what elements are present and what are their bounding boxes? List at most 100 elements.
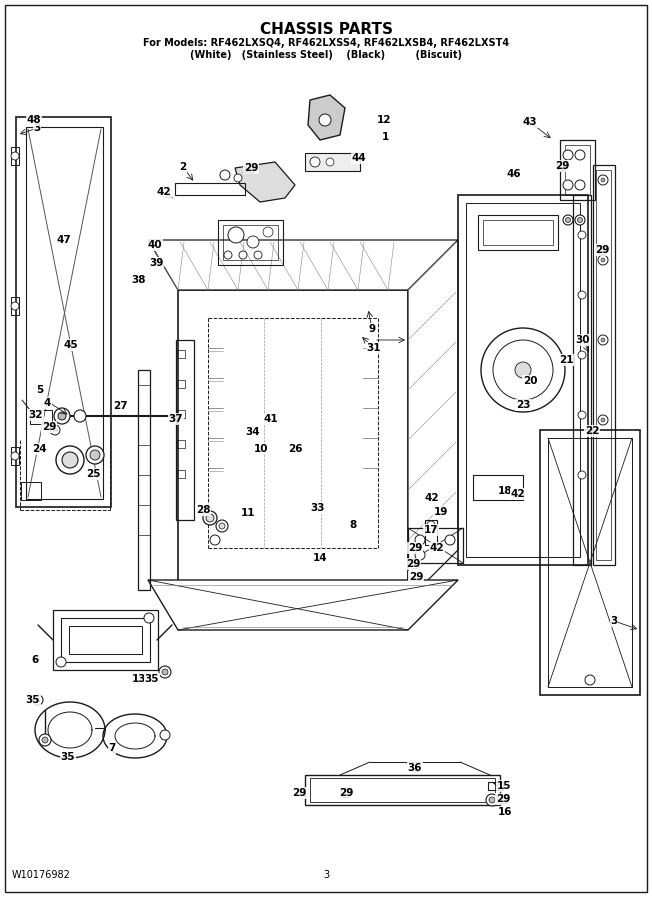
Text: 8: 8 <box>349 520 357 530</box>
Polygon shape <box>235 162 295 202</box>
Text: 21: 21 <box>559 355 573 365</box>
Circle shape <box>601 178 605 182</box>
Circle shape <box>219 523 225 529</box>
Bar <box>26 127 103 499</box>
Circle shape <box>248 166 254 170</box>
Circle shape <box>598 175 608 185</box>
Text: 33: 33 <box>311 503 325 513</box>
Text: 25: 25 <box>86 469 100 479</box>
Text: 42: 42 <box>424 493 439 503</box>
Bar <box>488 782 503 790</box>
Circle shape <box>578 471 586 479</box>
Circle shape <box>597 245 607 255</box>
Circle shape <box>578 351 586 359</box>
Circle shape <box>575 215 585 225</box>
Text: 30: 30 <box>576 335 590 345</box>
Circle shape <box>206 514 214 522</box>
Text: 35: 35 <box>145 674 159 684</box>
Circle shape <box>210 535 220 545</box>
Text: 3: 3 <box>610 616 617 626</box>
Circle shape <box>53 428 57 432</box>
Text: 29: 29 <box>555 161 569 171</box>
Bar <box>69 626 142 654</box>
Text: 19: 19 <box>434 507 448 517</box>
Text: 4: 4 <box>43 398 51 408</box>
Text: 6: 6 <box>31 655 38 665</box>
Circle shape <box>415 535 425 545</box>
Circle shape <box>427 521 435 529</box>
Circle shape <box>341 788 351 798</box>
Circle shape <box>203 511 217 525</box>
Polygon shape <box>408 240 458 600</box>
Circle shape <box>263 227 273 237</box>
Text: 26: 26 <box>288 444 303 454</box>
Bar <box>548 438 632 687</box>
Text: 42: 42 <box>430 543 444 553</box>
Text: 29: 29 <box>406 559 420 569</box>
Circle shape <box>575 150 585 160</box>
Text: 28: 28 <box>196 505 210 515</box>
Bar <box>478 215 558 250</box>
Circle shape <box>578 411 586 419</box>
Bar <box>177 470 185 478</box>
Text: 5: 5 <box>37 385 44 395</box>
Text: 39: 39 <box>149 258 163 268</box>
Circle shape <box>578 231 586 239</box>
Circle shape <box>86 446 104 464</box>
Bar <box>540 430 640 695</box>
Text: 29: 29 <box>595 245 609 255</box>
Text: 45: 45 <box>64 340 78 350</box>
Bar <box>565 145 590 195</box>
Bar <box>458 195 588 565</box>
Circle shape <box>50 425 60 435</box>
Circle shape <box>344 790 349 796</box>
Circle shape <box>326 158 334 166</box>
Text: 12: 12 <box>377 115 391 125</box>
Text: 2: 2 <box>179 162 186 172</box>
Text: 42: 42 <box>156 187 171 197</box>
Text: 14: 14 <box>313 553 327 563</box>
Text: 31: 31 <box>366 343 381 353</box>
Bar <box>177 410 185 418</box>
Polygon shape <box>148 240 458 290</box>
Circle shape <box>162 669 168 675</box>
Bar <box>223 225 278 260</box>
Circle shape <box>557 161 567 171</box>
Text: 34: 34 <box>246 427 260 437</box>
Circle shape <box>481 328 565 412</box>
Text: 43: 43 <box>523 117 537 127</box>
Text: 20: 20 <box>523 376 537 386</box>
Text: 41: 41 <box>263 414 278 424</box>
Bar <box>138 370 150 590</box>
Circle shape <box>585 675 595 685</box>
Bar <box>305 775 500 805</box>
Circle shape <box>563 180 573 190</box>
Bar <box>573 195 591 565</box>
Text: 23: 23 <box>516 400 530 410</box>
Circle shape <box>501 796 505 802</box>
Circle shape <box>224 251 232 259</box>
Bar <box>177 440 185 448</box>
Bar <box>218 220 283 265</box>
Bar <box>21 482 41 500</box>
Circle shape <box>559 164 565 168</box>
Circle shape <box>515 362 531 378</box>
Text: 32: 32 <box>29 410 43 420</box>
Circle shape <box>498 794 508 804</box>
Text: 15: 15 <box>497 781 511 791</box>
Text: 1: 1 <box>381 132 389 142</box>
Bar <box>466 203 580 557</box>
Circle shape <box>144 613 154 623</box>
Circle shape <box>599 248 604 253</box>
Text: 3: 3 <box>33 123 40 133</box>
Bar <box>305 153 360 171</box>
Text: 13: 13 <box>132 674 146 684</box>
Bar <box>176 340 194 520</box>
Text: 17: 17 <box>424 525 438 535</box>
Circle shape <box>310 157 320 167</box>
Text: For Models: RF462LXSQ4, RF462LXSS4, RF462LXSB4, RF462LXST4: For Models: RF462LXSQ4, RF462LXSS4, RF46… <box>143 38 509 48</box>
Circle shape <box>410 559 420 569</box>
Bar <box>483 220 553 245</box>
Circle shape <box>413 562 417 566</box>
Bar <box>425 520 437 545</box>
